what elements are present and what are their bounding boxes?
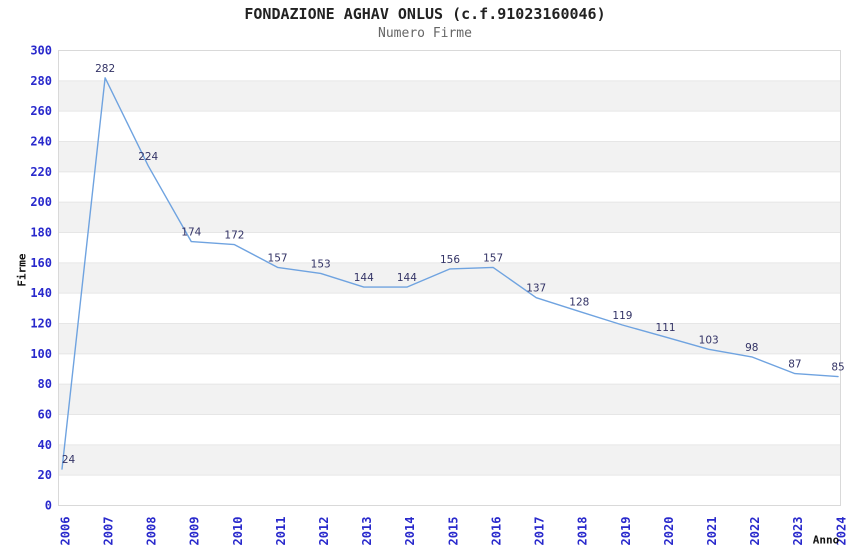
chart-subtitle: Numero Firme bbox=[378, 26, 472, 41]
plot-band bbox=[58, 262, 841, 294]
x-tick-label: 2011 bbox=[274, 517, 288, 546]
plot-border bbox=[58, 50, 841, 506]
x-tick-label: 2022 bbox=[748, 517, 762, 546]
y-tick-label: 200 bbox=[30, 195, 52, 209]
data-point-label: 24 bbox=[62, 454, 76, 466]
y-tick-label: 100 bbox=[30, 347, 52, 361]
y-tick-label: 40 bbox=[38, 438, 52, 452]
plot-band bbox=[58, 323, 841, 354]
data-point-label: 157 bbox=[483, 252, 503, 264]
data-point-label: 98 bbox=[745, 342, 758, 354]
x-tick-label: 2007 bbox=[101, 517, 115, 546]
y-tick-label: 120 bbox=[30, 317, 52, 331]
plot-band bbox=[58, 141, 841, 172]
x-tick-label: 2014 bbox=[403, 517, 417, 546]
plot-band bbox=[58, 384, 841, 415]
data-point-label: 144 bbox=[397, 272, 417, 284]
x-tick-label: 2017 bbox=[533, 517, 547, 546]
y-tick-label: 240 bbox=[30, 135, 52, 149]
data-point-label: 87 bbox=[788, 359, 801, 371]
x-tick-label: 2019 bbox=[619, 517, 633, 546]
y-tick-label: 160 bbox=[30, 256, 52, 270]
x-tick-label: 2016 bbox=[489, 517, 503, 546]
plot-band bbox=[58, 444, 841, 476]
y-tick-label: 60 bbox=[38, 408, 52, 422]
data-point-label: 119 bbox=[612, 310, 632, 322]
plot-band bbox=[58, 202, 841, 233]
y-tick-label: 20 bbox=[38, 468, 52, 482]
y-tick-label: 80 bbox=[38, 377, 52, 391]
x-tick-label: 2015 bbox=[446, 517, 460, 546]
y-tick-label: 220 bbox=[30, 165, 52, 179]
plot-band bbox=[58, 80, 841, 112]
x-axis-title: Anno bbox=[812, 533, 840, 547]
data-point-label: 153 bbox=[311, 258, 331, 270]
data-point-label: 172 bbox=[224, 230, 244, 242]
y-tick-label: 0 bbox=[45, 499, 52, 513]
x-tick-label: 2008 bbox=[145, 517, 159, 546]
x-tick-label: 2018 bbox=[576, 517, 590, 546]
x-tick-label: 2012 bbox=[317, 517, 331, 546]
data-point-label: 111 bbox=[656, 322, 676, 334]
data-point-label: 157 bbox=[268, 252, 288, 264]
x-tick-label: 2024 bbox=[834, 517, 848, 546]
y-tick-label: 280 bbox=[30, 74, 52, 88]
y-tick-label: 180 bbox=[30, 226, 52, 240]
x-tick-label: 2009 bbox=[188, 517, 202, 546]
y-axis-title: Firme bbox=[15, 253, 29, 287]
y-tick-label: 300 bbox=[30, 44, 52, 58]
chart-title: FONDAZIONE AGHAV ONLUS (c.f.91023160046) bbox=[244, 5, 606, 23]
data-point-label: 85 bbox=[831, 362, 844, 374]
x-tick-label: 2006 bbox=[58, 517, 72, 546]
data-point-label: 103 bbox=[699, 334, 719, 346]
y-tick-label: 260 bbox=[30, 104, 52, 118]
x-tick-label: 2013 bbox=[360, 517, 374, 546]
data-point-label: 224 bbox=[138, 151, 158, 163]
x-tick-label: 2023 bbox=[791, 517, 805, 546]
data-point-label: 174 bbox=[181, 227, 201, 239]
y-tick-label: 140 bbox=[30, 286, 52, 300]
data-point-label: 156 bbox=[440, 254, 460, 266]
series-line bbox=[61, 77, 839, 470]
data-point-label: 128 bbox=[569, 296, 589, 308]
x-tick-label: 2010 bbox=[231, 517, 245, 546]
x-tick-label: 2020 bbox=[662, 517, 676, 546]
data-point-label: 137 bbox=[526, 283, 546, 295]
x-tick-label: 2021 bbox=[705, 517, 719, 546]
data-point-label: 144 bbox=[354, 272, 374, 284]
data-point-label: 282 bbox=[95, 63, 115, 75]
